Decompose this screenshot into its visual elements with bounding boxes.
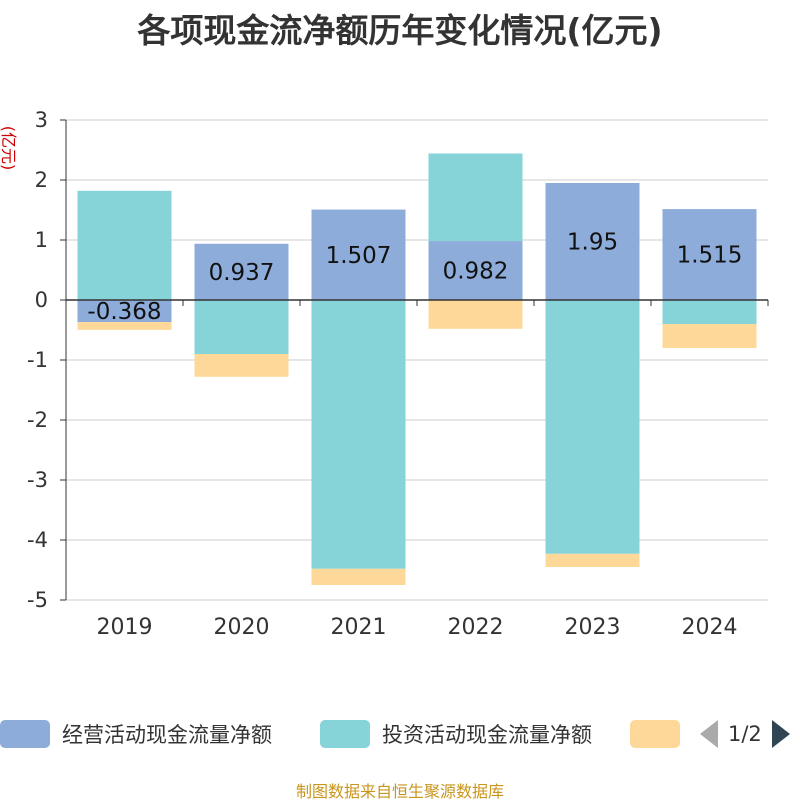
y-tick-label: -1 (27, 348, 48, 372)
legend-swatch-operating (0, 720, 50, 748)
x-tick-label-2022: 2022 (448, 615, 504, 640)
data-label-2024: 1.515 (677, 243, 743, 269)
y-tick-label: 0 (35, 288, 48, 312)
bar-2019-series-1[interactable] (77, 190, 172, 300)
data-label-2022: 0.982 (443, 259, 509, 285)
bar-chart: 3 2 1 0 -1 -2 -3 -4 -5 2019 2020 2021 2022 2023 2024 -… (27, 108, 769, 640)
legend-item-investing[interactable]: 投资活动现金流量净额 (320, 714, 592, 754)
bar-2023-series-0[interactable] (545, 183, 640, 300)
bar-2022-series-2[interactable] (428, 300, 523, 329)
bar-2023-series-2[interactable] (545, 553, 640, 567)
bar-2021-series-0[interactable] (311, 209, 406, 300)
bar-2024-series-0[interactable] (662, 209, 757, 300)
y-tick-label: -2 (27, 408, 48, 432)
bar-2019-series-0[interactable] (77, 300, 172, 323)
data-label-2020: 0.937 (209, 260, 275, 286)
y-tick-label: -3 (27, 468, 48, 492)
x-tick-label-2020: 2020 (214, 615, 270, 640)
bar-2021-series-1[interactable] (311, 300, 406, 569)
chevron-left-icon[interactable] (700, 720, 718, 748)
bar-2020-series-1[interactable] (194, 300, 289, 354)
data-label-2019: -0.368 (87, 299, 161, 325)
chart-title: 各项现金流净额历年变化情况(亿元) (137, 11, 663, 50)
gridlines (66, 119, 768, 601)
y-tick-label: 3 (35, 108, 48, 132)
bar-2024-series-2[interactable] (662, 324, 757, 348)
axes: 3 2 1 0 -1 -2 -3 -4 -5 2019 2020 2021 2022 2023 2024 (27, 108, 769, 640)
x-tick-label-2024: 2024 (682, 615, 738, 640)
source-note: 制图数据来自恒生聚源数据库 (295, 782, 504, 801)
legend-swatch-third (630, 720, 680, 748)
bars (77, 153, 757, 585)
legend-item-third[interactable] (630, 714, 680, 754)
legend-swatch-investing (320, 720, 370, 748)
bar-2022-series-0[interactable] (428, 241, 523, 300)
x-tick-label-2019: 2019 (97, 615, 153, 640)
y-tick-label: -4 (27, 528, 48, 552)
data-label-2021: 1.507 (326, 243, 392, 269)
legend: 经营活动现金流量净额 投资活动现金流量净额 (0, 714, 800, 754)
x-tick-label-2021: 2021 (331, 615, 387, 640)
legend-pager: 1/2 (700, 714, 790, 754)
legend-label-operating: 经营活动现金流量净额 (62, 723, 272, 747)
bar-2023-series-1[interactable] (545, 300, 640, 554)
bar-2020-series-0[interactable] (194, 243, 289, 300)
data-label-2023: 1.95 (567, 230, 618, 256)
x-tick-label-2023: 2023 (565, 615, 621, 640)
legend-page-indicator: 1/2 (728, 722, 762, 746)
bar-2019-series-2[interactable] (77, 322, 172, 330)
bar-2022-series-1[interactable] (428, 153, 523, 242)
y-tick-label: 1 (35, 228, 48, 252)
data-labels: -0.368 0.937 1.507 0.982 1.95 1.515 (87, 230, 742, 326)
y-tick-label: -5 (27, 588, 48, 612)
legend-item-operating[interactable]: 经营活动现金流量净额 (0, 714, 272, 754)
y-tick-label: 2 (35, 168, 48, 192)
bar-2024-series-1[interactable] (662, 300, 757, 324)
bar-2020-series-2[interactable] (194, 354, 289, 377)
chevron-right-icon[interactable] (771, 720, 790, 748)
legend-label-investing: 投资活动现金流量净额 (382, 723, 592, 747)
bar-2021-series-2[interactable] (311, 568, 406, 585)
